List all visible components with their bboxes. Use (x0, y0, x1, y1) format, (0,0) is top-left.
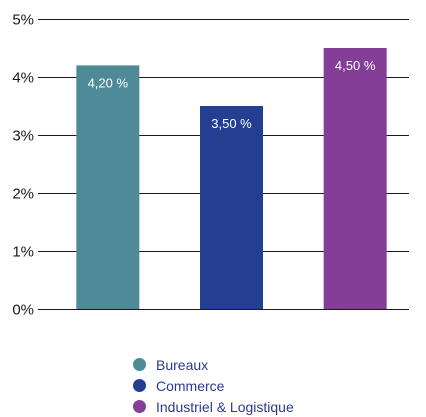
legend-item-industriel-logistique: Industriel & Logistique (133, 396, 294, 417)
legend-swatch-bureaux (133, 358, 146, 371)
y-axis-ticks: 0% 1% 2% 3% 4% 5% (12, 12, 34, 319)
legend-item-bureaux: Bureaux (133, 354, 294, 375)
legend: Bureaux Commerce Industriel & Logistique (133, 354, 294, 417)
y-tick-label-1: 1% (12, 244, 34, 261)
bars (76, 48, 387, 310)
legend-swatch-commerce (133, 379, 146, 392)
y-tick-label-0: 0% (12, 302, 34, 319)
bar-2 (323, 48, 387, 309)
legend-label-industriel-logistique: Industriel & Logistique (156, 398, 294, 415)
data-label-1: 3,50 % (211, 116, 252, 131)
legend-item-commerce: Commerce (133, 375, 294, 396)
y-tick-label-5: 5% (12, 12, 34, 29)
legend-swatch-industriel-logistique (133, 400, 146, 413)
bar-1 (200, 106, 263, 309)
data-labels: 4,20 % 3,50 % 4,50 % (88, 58, 376, 131)
y-tick-label-4: 4% (12, 70, 34, 87)
bar-0 (76, 65, 140, 310)
y-tick-label-2: 2% (12, 186, 34, 203)
data-label-2: 4,50 % (335, 58, 376, 73)
y-tick-label-3: 3% (12, 128, 34, 145)
legend-label-bureaux: Bureaux (156, 356, 209, 373)
data-label-0: 4,20 % (88, 75, 129, 90)
legend-label-commerce: Commerce (156, 377, 225, 394)
